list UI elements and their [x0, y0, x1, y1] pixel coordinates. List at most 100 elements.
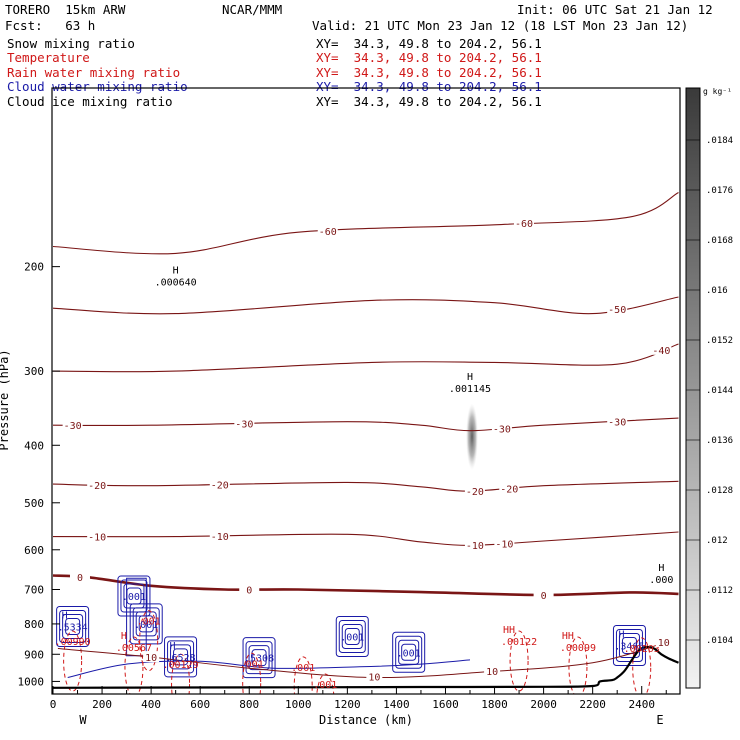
isotherm-label: -40 — [652, 346, 670, 357]
isotherm-label-bg — [69, 570, 90, 582]
cloud-water-contour — [245, 641, 273, 675]
cloud-water-label: .5334 — [58, 622, 88, 633]
cloud-water-contour — [170, 644, 192, 670]
cloud-water-contour — [338, 619, 366, 653]
isotherm-label: -30 — [235, 420, 253, 431]
rain-water-contour — [316, 673, 335, 694]
isotherm-label-bg — [464, 539, 485, 551]
field-xy-cloud-ice: XY= 34.3, 49.8 to 204.2, 56.1 — [316, 94, 542, 109]
init-label: Init: 06 UTC Sat 21 Jan 12 — [517, 2, 713, 17]
cloud-water-contour — [242, 637, 276, 679]
rain-water-label: .00122 — [501, 637, 537, 648]
field-name-cloud-water: Cloud water mixing ratio — [7, 79, 188, 94]
colorbar: g kg⁻¹ .0104 .0112 .012 .0128 .0136 .0144 .015… — [685, 87, 733, 689]
rain-water-max-symbol: HH — [503, 625, 515, 636]
cloud-ice-max-symbol: H — [658, 563, 664, 574]
isotherm-label-bg — [499, 482, 520, 494]
cloud-water-contour — [164, 636, 198, 678]
field-xy-cloud-water: XY= 34.3, 49.8 to 204.2, 56.1 — [316, 79, 542, 94]
isotherm-line — [52, 480, 679, 492]
cloud-water-contour — [56, 605, 90, 647]
rain-water-contour — [509, 630, 529, 692]
x-tick-label: 2000 — [530, 698, 557, 711]
isotherm-label: -10 — [466, 541, 484, 552]
rain-water-contour — [171, 653, 191, 694]
x-tick-label: 200 — [92, 698, 112, 711]
cloud-water-label: .001 — [122, 592, 146, 603]
rain-water-max-symbol: H — [121, 631, 127, 642]
y-tick-label: 500 — [24, 497, 44, 510]
isotherm-label-bg — [87, 478, 108, 490]
colorbar-tick-label: .0152 — [706, 336, 733, 346]
isotherm-label-bg — [62, 419, 83, 431]
isotherm-label-bg — [234, 417, 255, 429]
isotherm-line — [52, 192, 679, 255]
cloud-water-label: .3465 — [614, 642, 644, 653]
x-tick-label: 1000 — [285, 698, 312, 711]
center-label: NCAR/MMM — [222, 2, 283, 17]
isotherm-label-bg — [513, 217, 534, 229]
cloud-water-contour — [173, 648, 189, 666]
isotherm-label-bg — [491, 422, 512, 434]
colorbar-unit: g kg⁻¹ — [703, 87, 732, 96]
y-tick-label: 900 — [24, 648, 44, 661]
rain-water-label: .001 — [313, 680, 337, 691]
snow-label-bg — [655, 635, 672, 647]
cloud-water-label: .001 — [134, 620, 158, 631]
snow-label: 10 — [486, 667, 498, 678]
isotherm-label: -20 — [466, 487, 484, 498]
isotherm-line — [52, 417, 679, 432]
cloud-water-contour — [341, 623, 363, 649]
cloud-water-label: .5308 — [244, 654, 274, 665]
isotherm-label-bg — [533, 588, 554, 600]
isotherm-label-bg — [464, 484, 485, 496]
rain-water-contour — [139, 610, 159, 672]
cloud-water-contour — [62, 613, 84, 639]
isotherm-label: -60 — [515, 219, 533, 230]
cloud-water-contour — [615, 629, 643, 663]
x-tick-label: 600 — [190, 698, 210, 711]
x-tick-label: 2200 — [579, 698, 606, 711]
isotherm-label: -30 — [608, 417, 626, 428]
plot-frame — [51, 87, 681, 695]
isotherm-label-bg — [209, 529, 230, 541]
x-tick-label: 1400 — [383, 698, 410, 711]
x-tick-label: 1200 — [334, 698, 361, 711]
isotherm-label: -20 — [500, 484, 518, 495]
cloud-ice-max-label: .001145 — [449, 384, 491, 395]
cloud-water-contour — [401, 643, 417, 661]
field-name-temperature: Temperature — [7, 50, 90, 65]
y-tick-label: 1000 — [18, 675, 45, 688]
x-tick-label: 2400 — [628, 698, 655, 711]
snow-label: 10 — [368, 673, 380, 684]
isotherm-label: -60 — [319, 227, 337, 238]
x-tick-label: 400 — [141, 698, 161, 711]
rain-water-label: .001 — [240, 659, 264, 670]
x-tick-label: 1800 — [481, 698, 508, 711]
field-name-rain: Rain water mixing ratio — [7, 65, 181, 80]
snow-label-bg — [484, 664, 501, 676]
rain-water-label: .00129 — [162, 660, 198, 671]
isotherm-line — [52, 531, 679, 546]
colorbar-ramp — [685, 87, 701, 689]
snow-label: 10 — [145, 653, 157, 664]
rain-water-label: .00990 — [55, 637, 91, 648]
y-tick-label: 200 — [24, 261, 44, 274]
cloud-water-contour — [395, 635, 423, 669]
field-name-snow: Snow mixing ratio — [7, 36, 135, 51]
cloud-water-contour — [67, 659, 471, 678]
cloud-ice-max-symbol: H — [173, 266, 179, 277]
y-axis-title: Pressure (hPa) — [0, 349, 11, 450]
colorbar-tick-label: .012 — [706, 536, 728, 546]
forecast-label: Fcst: 63 h — [5, 18, 96, 33]
isotherm-label-bg — [607, 302, 628, 314]
cloud-water-contour — [65, 617, 81, 635]
cloud-water-contour — [618, 633, 640, 659]
cloud-ice-max-label: .000640 — [155, 278, 197, 289]
x-axis-title: Distance (km) — [319, 713, 413, 727]
isotherm-label: -30 — [493, 424, 511, 435]
snow-label-bg — [143, 651, 160, 663]
isotherm-label-bg — [317, 225, 338, 237]
cloud-water-contour — [117, 575, 151, 617]
